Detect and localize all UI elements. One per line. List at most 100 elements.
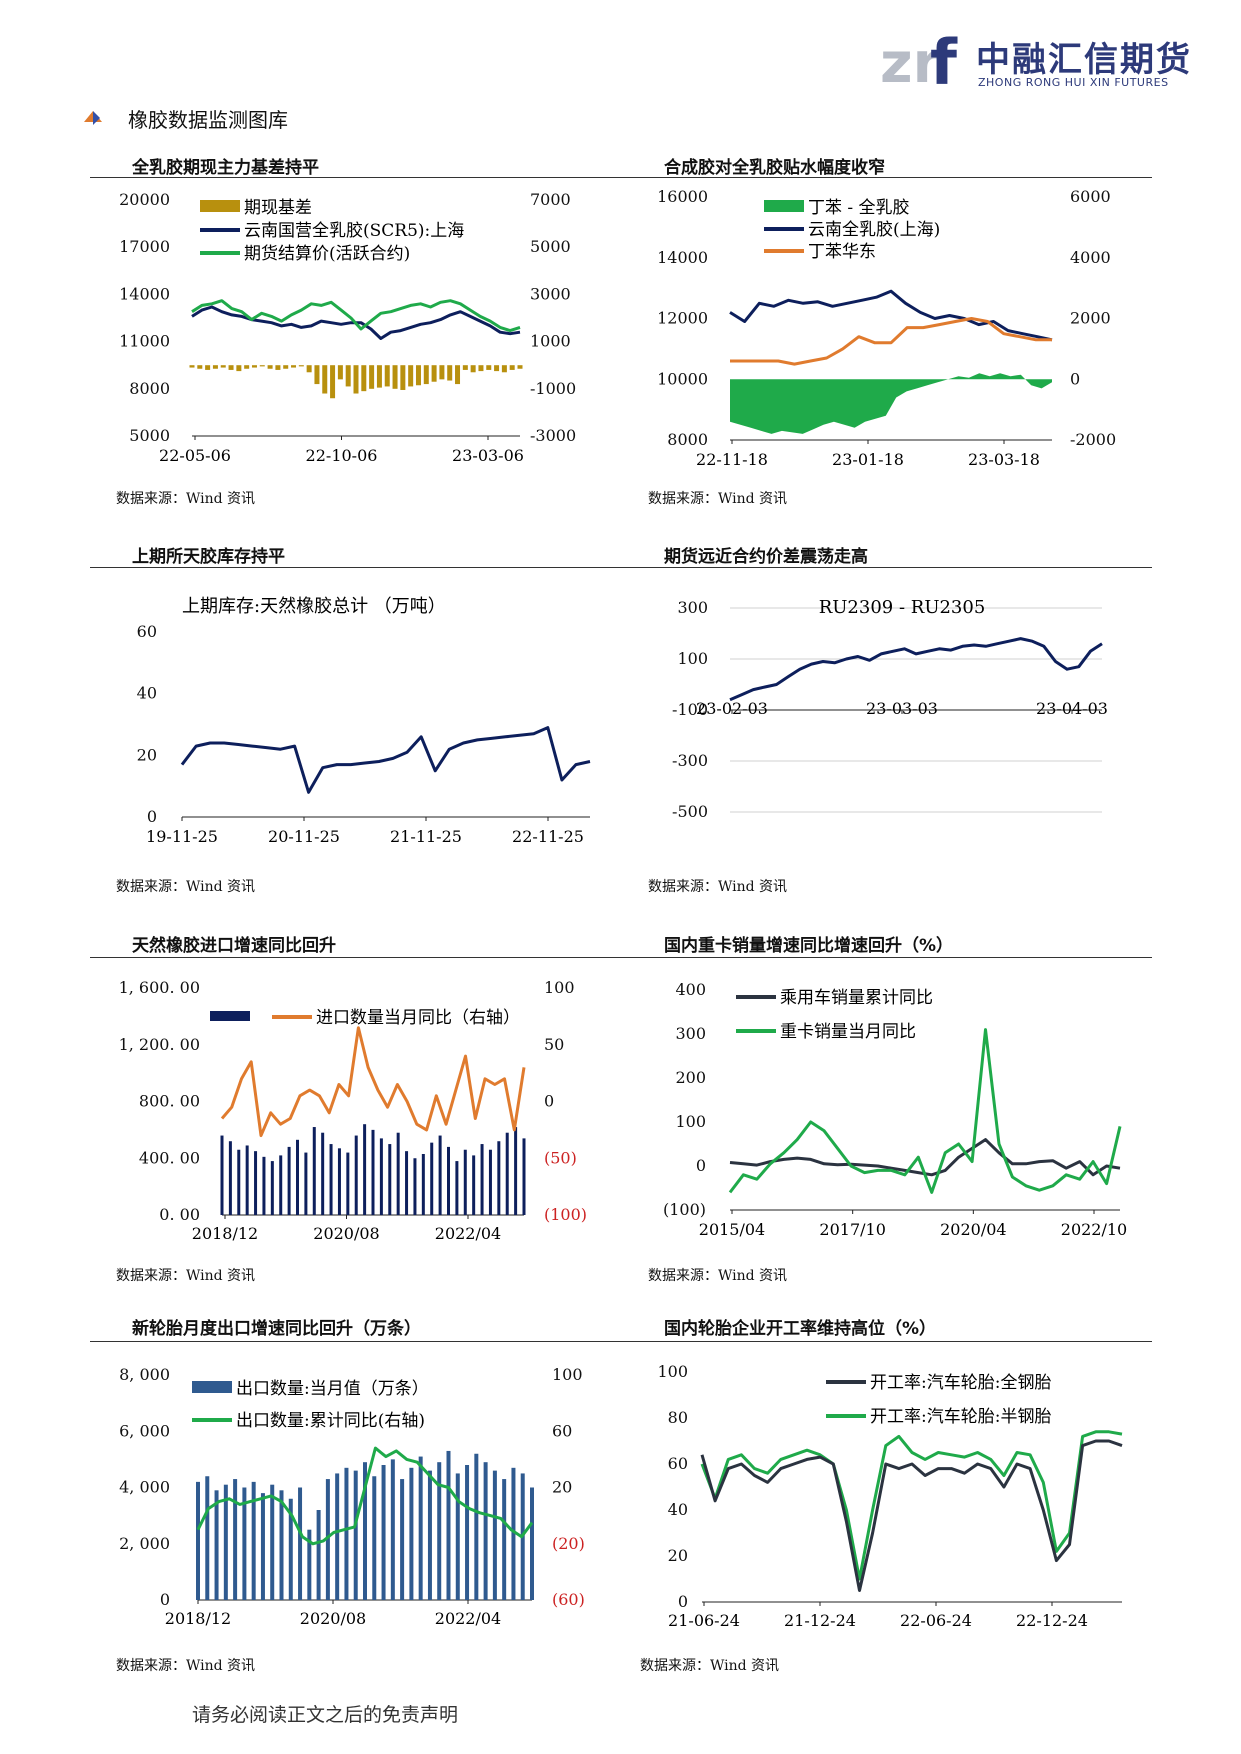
basis-bar	[337, 365, 343, 380]
x-tick-label: 2020/08	[313, 1224, 379, 1243]
x-tick-label: 21-12-24	[784, 1611, 856, 1630]
y2-tick-label: -2000	[1070, 430, 1116, 449]
series-label: RU2309 - RU2305	[819, 597, 986, 618]
y-tick-label: 0	[147, 807, 157, 826]
y-tick-label: 100	[675, 1112, 706, 1131]
basis-bar	[259, 365, 265, 367]
y-tick-label: 300	[675, 1024, 706, 1043]
panel-title-operating-rate: 国内轮胎企业开工率维持高位（%）	[664, 1319, 937, 1339]
y-tick-label: 80	[668, 1408, 688, 1427]
import-bar	[371, 1129, 375, 1215]
legend-swatch	[764, 200, 804, 212]
export-bar	[455, 1473, 460, 1600]
y-tick-label: 400. 00	[139, 1148, 200, 1167]
y-tick-label: 100	[657, 1362, 688, 1381]
y-tick-label: 10000	[657, 369, 708, 388]
y2-tick-label: 50	[544, 1035, 564, 1054]
export-bar	[502, 1479, 507, 1600]
x-tick-label: 23-02-03	[696, 699, 768, 718]
y-tick-label: 11000	[119, 332, 170, 351]
chart-operating-rate: 100 80 60 40 20 0 21-06-24 21-12-24 22-06-24 22-1…	[632, 1350, 1152, 1635]
import-bar	[522, 1138, 526, 1215]
basis-bar	[415, 365, 421, 386]
y2-tick-label: -3000	[530, 426, 576, 445]
import-bar	[396, 1132, 400, 1215]
export-bar	[270, 1484, 275, 1600]
import-bar	[346, 1152, 350, 1215]
export-bar	[390, 1459, 395, 1600]
series-line-semi-steel	[700, 1430, 1123, 1581]
import-bar	[354, 1135, 358, 1215]
y2-tick-label: 1000	[530, 332, 571, 351]
import-bar	[421, 1153, 425, 1215]
x-tick-label: 2017/10	[819, 1220, 885, 1239]
basis-bar	[322, 365, 328, 394]
export-bar	[446, 1450, 451, 1600]
y2-tick-label: (50)	[544, 1148, 577, 1167]
panel-title-inventory: 上期所天胶库存持平	[132, 547, 285, 567]
export-bar	[307, 1529, 312, 1600]
export-bar	[409, 1467, 414, 1600]
legend-label: 出口数量:当月值（万条）	[236, 1379, 429, 1399]
y2-tick-label: 3000	[530, 284, 571, 303]
legend-swatch	[210, 1011, 250, 1021]
y2-tick-label: 7000	[530, 190, 571, 209]
x-tick-label: 2018/12	[192, 1224, 258, 1243]
legend-label: 进口数量当月同比（右轴）	[316, 1008, 520, 1028]
chart-heavy-trucks: 400 300 200 100 0 (100) 2015/04 2017/10 2020/04 2…	[632, 965, 1152, 1250]
import-bar	[405, 1151, 409, 1215]
y-tick-label: -300	[672, 751, 708, 770]
x-tick-label: 2022/10	[1061, 1220, 1127, 1239]
chart-synthetic-spread: 16000 14000 12000 10000 8000 6000 4000 2000 0 -20…	[632, 185, 1152, 475]
x-tick-label: 23-03-18	[968, 450, 1040, 469]
import-bar	[413, 1158, 417, 1215]
export-bar	[492, 1470, 497, 1600]
y2-tick-label: 4000	[1070, 248, 1111, 267]
y-tick-label: 8000	[129, 379, 170, 398]
export-bar	[400, 1479, 405, 1600]
export-bar	[298, 1487, 303, 1600]
source-note: 数据来源：Wind 资讯	[116, 879, 256, 895]
x-tick-label: 22-06-24	[900, 1611, 972, 1630]
y-tick-label: 20000	[119, 190, 170, 209]
basis-bar	[244, 365, 250, 369]
basis-bar	[306, 365, 312, 373]
import-bar	[505, 1132, 509, 1215]
basis-bar	[455, 365, 461, 385]
basis-bar	[509, 365, 515, 370]
x-tick-label: 21-11-25	[390, 827, 462, 846]
series-line-inventory	[180, 726, 591, 794]
x-tick-label: 22-12-24	[1016, 1611, 1088, 1630]
import-bar	[463, 1149, 467, 1215]
import-bar	[497, 1141, 501, 1215]
basis-bar	[345, 365, 351, 387]
y-tick-label: 60	[668, 1454, 688, 1473]
basis-bar	[494, 365, 500, 372]
export-bar	[325, 1479, 330, 1600]
basis-bar	[439, 365, 445, 380]
chart-tire-exports: 8, 000 6, 000 4, 000 2, 000 0 100 60 20 (20) (60)…	[100, 1350, 590, 1635]
x-tick-label: 20-11-25	[268, 827, 340, 846]
basis-bar	[400, 365, 406, 390]
x-tick-label: 23-01-18	[832, 450, 904, 469]
legend-swatch	[200, 200, 240, 212]
y2-tick-label: 5000	[530, 237, 571, 256]
y-tick-label: 40	[668, 1500, 688, 1519]
y2-tick-label: 100	[544, 978, 575, 997]
export-bar	[418, 1456, 423, 1600]
x-tick-label: 22-11-18	[696, 450, 768, 469]
basis-bar	[197, 365, 203, 369]
y-tick-label: 60	[137, 622, 157, 641]
basis-bar	[470, 365, 476, 373]
legend-label: 乘用车销量累计同比	[780, 988, 933, 1008]
source-note: 数据来源：Wind 资讯	[116, 1658, 256, 1674]
import-bar	[296, 1139, 299, 1215]
legend-label: 期货结算价(活跃合约)	[244, 244, 410, 264]
divider	[90, 957, 1152, 958]
import-bar	[312, 1127, 316, 1215]
y-tick-label: 20	[668, 1546, 688, 1565]
export-bar	[530, 1487, 534, 1600]
basis-bar	[228, 365, 234, 370]
basis-bar	[447, 365, 453, 381]
y2-tick-label: (20)	[552, 1534, 585, 1553]
